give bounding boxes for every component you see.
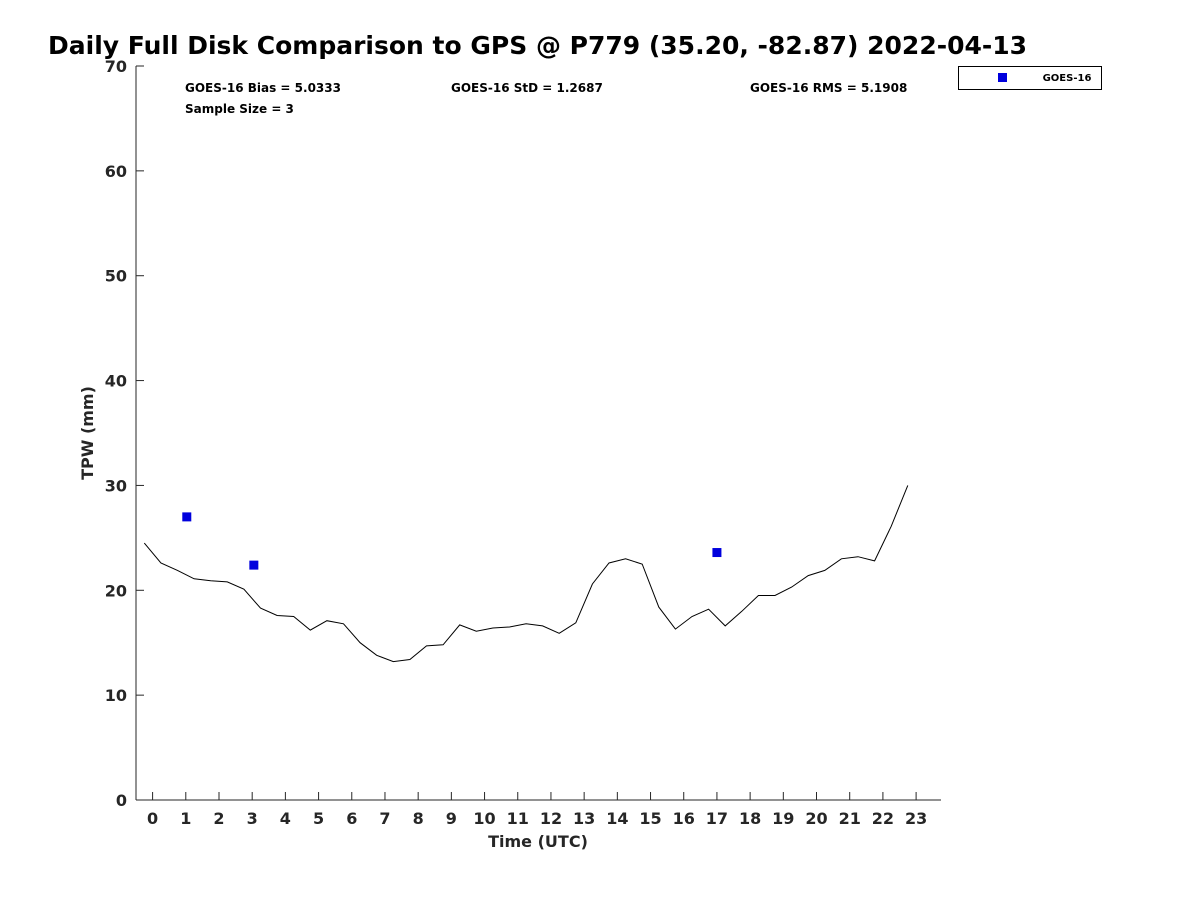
goes16-series bbox=[182, 512, 722, 570]
gps-series bbox=[143, 485, 909, 663]
stat-std: GOES-16 StD = 1.2687 bbox=[451, 81, 603, 95]
x-tick-label: 14 bbox=[606, 809, 628, 828]
x-tick-label: 18 bbox=[739, 809, 761, 828]
y-tick-label: 20 bbox=[105, 581, 127, 600]
x-tick-label: 6 bbox=[346, 809, 357, 828]
y-tick-label: 40 bbox=[105, 372, 127, 391]
x-tick-label: 9 bbox=[446, 809, 457, 828]
y-tick-label: 30 bbox=[105, 476, 127, 495]
x-tick-label: 22 bbox=[872, 809, 894, 828]
x-tick-label: 0 bbox=[147, 809, 158, 828]
x-axis-label: Time (UTC) bbox=[488, 832, 588, 851]
x-tick-label: 12 bbox=[540, 809, 562, 828]
chart-title: Daily Full Disk Comparison to GPS @ P779… bbox=[48, 31, 1027, 60]
x-tick-label: 16 bbox=[673, 809, 695, 828]
legend: GOES-16 bbox=[958, 66, 1102, 90]
x-tick-label: 4 bbox=[280, 809, 291, 828]
y-tick-label: 10 bbox=[105, 686, 127, 705]
x-tick-label: 15 bbox=[639, 809, 661, 828]
x-tick-label: 13 bbox=[573, 809, 595, 828]
y-axis-label: TPW (mm) bbox=[78, 386, 97, 480]
stat-rms: GOES-16 RMS = 5.1908 bbox=[750, 81, 907, 95]
y-tick-label: 60 bbox=[105, 162, 127, 181]
x-tick-label: 1 bbox=[180, 809, 191, 828]
gps-line bbox=[143, 485, 909, 663]
legend-label: GOES-16 bbox=[1043, 73, 1092, 84]
stat-sample-size: Sample Size = 3 bbox=[185, 102, 294, 116]
x-tick-label: 21 bbox=[839, 809, 861, 828]
y-axis-ticks: 0 10 20 30 40 50 60 70 bbox=[105, 57, 144, 810]
x-tick-label: 3 bbox=[247, 809, 258, 828]
y-tick-label: 70 bbox=[105, 57, 127, 76]
x-tick-label: 23 bbox=[905, 809, 927, 828]
x-tick-label: 20 bbox=[805, 809, 827, 828]
x-tick-label: 8 bbox=[413, 809, 424, 828]
goes16-point bbox=[712, 548, 722, 558]
y-tick-label: 50 bbox=[105, 267, 127, 286]
goes16-point bbox=[182, 512, 192, 522]
x-tick-label: 7 bbox=[379, 809, 390, 828]
x-tick-label: 19 bbox=[772, 809, 794, 828]
x-tick-label: 17 bbox=[706, 809, 728, 828]
legend-box bbox=[958, 66, 1102, 90]
x-tick-label: 2 bbox=[213, 809, 224, 828]
x-axis-ticks: 0 1 2 3 4 5 6 7 8 9 10 11 12 13 14 15 16 17 18 19 20 21 22 23 bbox=[147, 792, 927, 828]
legend-marker bbox=[998, 73, 1007, 82]
goes16-point bbox=[249, 560, 259, 570]
x-tick-label: 5 bbox=[313, 809, 324, 828]
y-tick-label: 0 bbox=[116, 791, 127, 810]
stat-bias: GOES-16 Bias = 5.0333 bbox=[185, 81, 341, 95]
x-tick-label: 10 bbox=[473, 809, 495, 828]
x-tick-label: 11 bbox=[507, 809, 529, 828]
